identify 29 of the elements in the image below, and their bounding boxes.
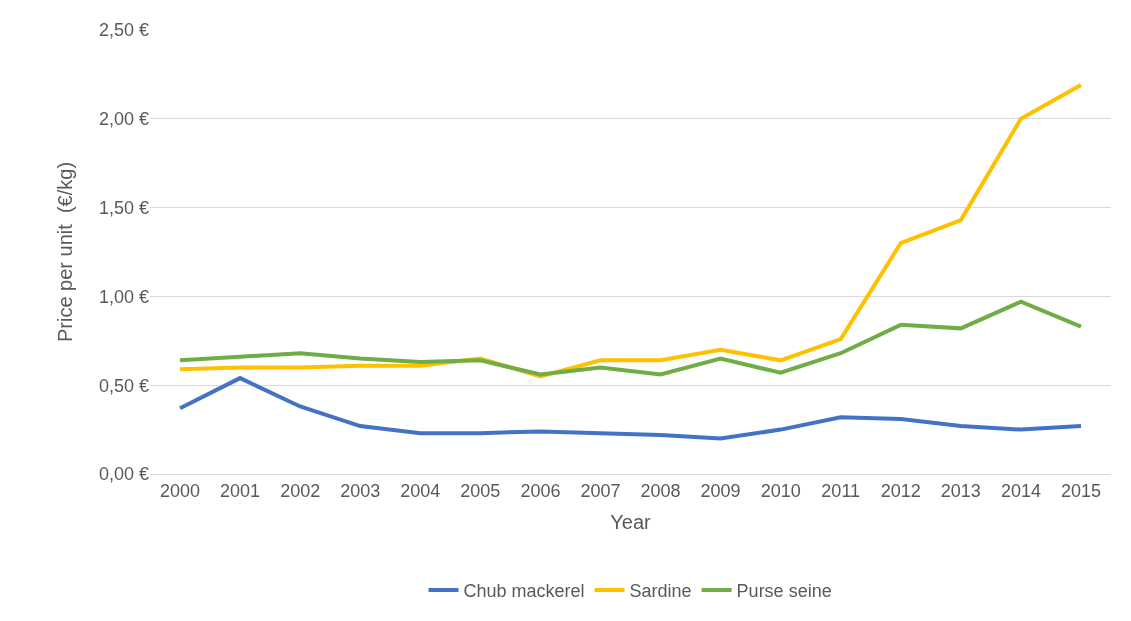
x-tick-label: 2005 bbox=[460, 480, 501, 501]
legend-label: Purse seine bbox=[736, 580, 832, 601]
y-tick-label: 2,50 € bbox=[98, 20, 149, 41]
legend-label: Sardine bbox=[629, 580, 692, 601]
x-tick-label: 2003 bbox=[340, 480, 381, 501]
x-tick-label: 2015 bbox=[1060, 480, 1101, 501]
x-tick-label: 2002 bbox=[280, 480, 321, 501]
x-tick-label: 2013 bbox=[940, 480, 981, 501]
y-tick-label: 2,00 € bbox=[98, 109, 149, 130]
y-tick-label: 1,50 € bbox=[98, 197, 149, 218]
x-tick-label: 2000 bbox=[160, 480, 201, 501]
x-tick-label: 2007 bbox=[580, 480, 621, 501]
x-tick-label: 2009 bbox=[700, 480, 741, 501]
x-tick-label: 2004 bbox=[400, 480, 441, 501]
x-tick-label: 2014 bbox=[1000, 480, 1041, 501]
y-axis-title: Price per unit (€/kg) bbox=[54, 161, 77, 343]
x-tick-label: 2008 bbox=[640, 480, 681, 501]
x-tick-label: 2001 bbox=[220, 480, 261, 501]
line-series bbox=[178, 299, 1083, 377]
x-tick-label: 2006 bbox=[520, 480, 561, 501]
x-axis-title: Year bbox=[610, 511, 652, 534]
legend-label: Chub mackerel bbox=[463, 580, 585, 601]
x-tick-label: 2012 bbox=[880, 480, 921, 501]
x-tick-label: 2010 bbox=[760, 480, 801, 501]
y-tick-label: 1,00 € bbox=[98, 286, 149, 307]
x-tick-label: 2011 bbox=[821, 480, 861, 501]
y-tick-label: 0,00 € bbox=[98, 464, 149, 485]
line-series bbox=[178, 376, 1083, 441]
y-tick-label: 0,50 € bbox=[98, 375, 149, 396]
